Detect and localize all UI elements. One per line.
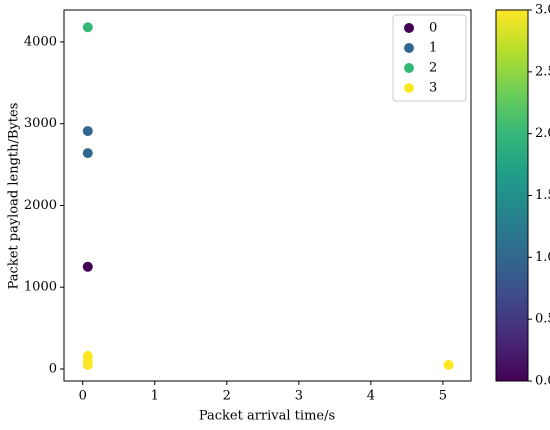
colorbar-tick-label: 0.0 — [535, 374, 550, 389]
legend-label: 0 — [429, 21, 437, 36]
y-tick-label: 1000 — [24, 280, 57, 295]
y-tick-label: 0 — [49, 361, 57, 376]
x-tick-label: 5 — [439, 389, 447, 404]
y-tick-label: 3000 — [24, 116, 57, 131]
legend-marker — [404, 23, 414, 33]
scatter-point — [443, 359, 454, 370]
x-tick-label: 4 — [367, 389, 375, 404]
colorbar-tick-label: 2.5 — [535, 64, 550, 79]
scatter-point — [82, 148, 93, 159]
x-tick-label: 3 — [295, 389, 303, 404]
x-tick-label: 0 — [79, 389, 87, 404]
legend-label: 2 — [429, 61, 437, 76]
colorbar-tick-label: 0.5 — [535, 312, 550, 327]
legend-marker — [404, 83, 414, 93]
scatter-point — [82, 261, 93, 272]
x-tick-label: 1 — [151, 389, 159, 404]
colorbar — [495, 9, 529, 382]
x-tick-label: 2 — [223, 389, 231, 404]
legend-marker — [404, 63, 414, 73]
legend-label: 3 — [429, 81, 437, 96]
scatter-point — [82, 126, 93, 137]
scatter-point — [82, 22, 93, 33]
legend-box — [392, 14, 467, 102]
colorbar-tick-label: 1.5 — [535, 188, 550, 203]
colorbar-tick-label: 2.0 — [535, 126, 550, 141]
y-tick-label: 4000 — [24, 34, 57, 49]
colorbar-tick-label: 1.0 — [535, 250, 550, 265]
legend-label: 1 — [429, 41, 437, 56]
y-tick-label: 2000 — [24, 198, 57, 213]
x-axis-label: Packet arrival time/s — [199, 409, 335, 424]
colorbar-tick-label: 3.0 — [535, 3, 550, 18]
y-axis-label: Packet payload length/Bytes — [7, 103, 22, 290]
scatter-point — [82, 359, 93, 370]
legend-marker — [404, 43, 414, 53]
plot-frame — [63, 9, 472, 382]
